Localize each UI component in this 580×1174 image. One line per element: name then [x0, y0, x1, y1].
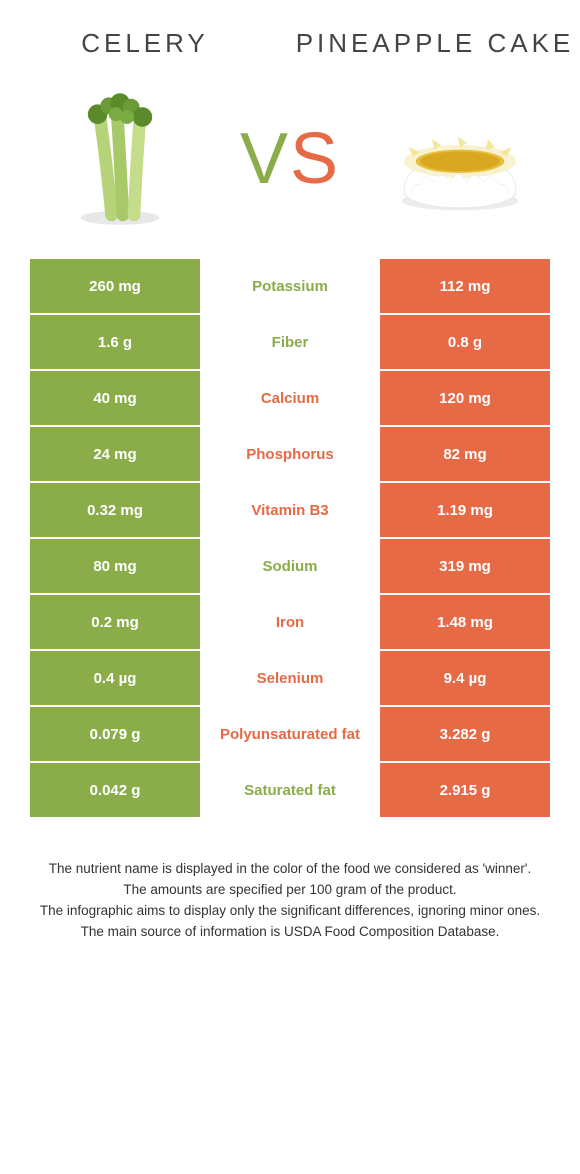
table-row: 0.32 mgVitamin B31.19 mg — [30, 483, 550, 539]
pineapple-cake-illustration-icon — [380, 79, 540, 239]
table-row: 260 mgPotassium112 mg — [30, 259, 550, 315]
nutrient-name-cell: Fiber — [200, 315, 380, 369]
left-value-cell: 0.2 mg — [30, 595, 200, 649]
right-value-cell: 1.48 mg — [380, 595, 550, 649]
right-value-cell: 0.8 g — [380, 315, 550, 369]
nutrient-name-cell: Saturated fat — [200, 763, 380, 817]
right-value-cell: 9.4 µg — [380, 651, 550, 705]
left-value-cell: 80 mg — [30, 539, 200, 593]
left-value-cell: 1.6 g — [30, 315, 200, 369]
footnotes: The nutrient name is displayed in the co… — [35, 859, 545, 943]
table-row: 1.6 gFiber0.8 g — [30, 315, 550, 371]
left-value-cell: 260 mg — [30, 259, 200, 313]
right-value-cell: 120 mg — [380, 371, 550, 425]
left-value-cell: 24 mg — [30, 427, 200, 481]
table-row: 0.4 µgSelenium9.4 µg — [30, 651, 550, 707]
footnote-line: The infographic aims to display only the… — [35, 901, 545, 922]
images-row: VS — [0, 69, 580, 259]
nutrient-table: 260 mgPotassium112 mg1.6 gFiber0.8 g40 m… — [30, 259, 550, 819]
table-row: 0.079 gPolyunsaturated fat3.282 g — [30, 707, 550, 763]
header-row: CELERY PINEAPPLE CAKE — [0, 0, 580, 69]
nutrient-name-cell: Potassium — [200, 259, 380, 313]
right-value-cell: 1.19 mg — [380, 483, 550, 537]
celery-illustration-icon — [40, 79, 200, 239]
vs-s: S — [290, 119, 340, 199]
left-food-title: CELERY — [0, 28, 290, 59]
table-row: 0.042 gSaturated fat2.915 g — [30, 763, 550, 819]
left-value-cell: 0.042 g — [30, 763, 200, 817]
nutrient-name-cell: Sodium — [200, 539, 380, 593]
table-row: 40 mgCalcium120 mg — [30, 371, 550, 427]
footnote-line: The main source of information is USDA F… — [35, 922, 545, 943]
right-value-cell: 2.915 g — [380, 763, 550, 817]
table-row: 80 mgSodium319 mg — [30, 539, 550, 595]
right-value-cell: 82 mg — [380, 427, 550, 481]
nutrient-name-cell: Calcium — [200, 371, 380, 425]
footnote-line: The nutrient name is displayed in the co… — [35, 859, 545, 880]
nutrient-name-cell: Iron — [200, 595, 380, 649]
vs-label: VS — [240, 118, 340, 200]
right-value-cell: 112 mg — [380, 259, 550, 313]
left-value-cell: 0.32 mg — [30, 483, 200, 537]
left-value-cell: 40 mg — [30, 371, 200, 425]
table-row: 0.2 mgIron1.48 mg — [30, 595, 550, 651]
footnote-line: The amounts are specified per 100 gram o… — [35, 880, 545, 901]
table-row: 24 mgPhosphorus82 mg — [30, 427, 550, 483]
nutrient-name-cell: Vitamin B3 — [200, 483, 380, 537]
left-value-cell: 0.4 µg — [30, 651, 200, 705]
right-value-cell: 319 mg — [380, 539, 550, 593]
left-value-cell: 0.079 g — [30, 707, 200, 761]
nutrient-name-cell: Phosphorus — [200, 427, 380, 481]
vs-v: V — [240, 119, 290, 199]
nutrient-name-cell: Selenium — [200, 651, 380, 705]
right-food-title: PINEAPPLE CAKE — [290, 28, 580, 59]
right-value-cell: 3.282 g — [380, 707, 550, 761]
nutrient-name-cell: Polyunsaturated fat — [200, 707, 380, 761]
